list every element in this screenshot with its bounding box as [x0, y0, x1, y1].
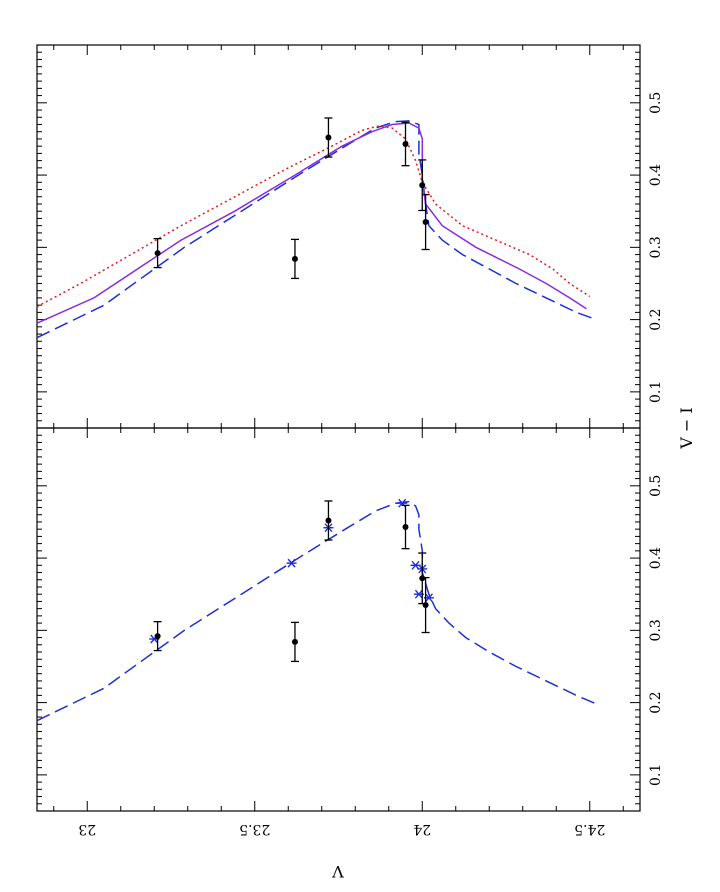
data-point	[421, 193, 430, 251]
point-marker	[154, 250, 161, 257]
v-tick-label: 24	[413, 821, 431, 837]
star-stroke	[424, 593, 433, 603]
vi-tick-label: 0.4	[648, 164, 664, 186]
data-point	[401, 121, 410, 167]
point-marker	[419, 182, 426, 189]
curve-dotted	[36, 125, 591, 308]
point-marker	[419, 575, 426, 582]
data-point	[153, 238, 162, 269]
curve-dashed	[36, 500, 597, 722]
vi-tick-label: 0.2	[648, 308, 664, 330]
vi-tick-label: 0.2	[648, 691, 664, 713]
data-point	[401, 504, 410, 550]
v-tick-label: 23	[78, 821, 96, 837]
curve-solid	[36, 122, 587, 324]
data-point	[418, 159, 427, 212]
point-marker	[325, 517, 332, 524]
point-marker	[422, 219, 429, 226]
star-stroke	[411, 560, 420, 570]
vi-tick-label: 0.3	[648, 236, 664, 258]
data-point	[153, 621, 162, 652]
vi-tick-label: 0.5	[648, 475, 664, 497]
point-marker	[422, 602, 429, 609]
v-tick-label: 23.5	[239, 821, 270, 837]
vi-tick-label: 0.4	[648, 547, 664, 569]
point-marker	[291, 255, 298, 262]
data-point	[324, 117, 333, 158]
data-point	[418, 552, 427, 605]
y-axis-label: V	[332, 862, 345, 881]
star-marker	[286, 558, 297, 568]
vi-tick-label: 0.5	[648, 92, 664, 114]
point-marker	[154, 633, 161, 640]
vi-tick-label: 0.1	[648, 764, 664, 786]
v-tick-label: 24.5	[574, 821, 605, 837]
plot-frame	[36, 44, 641, 429]
data-point	[421, 576, 430, 634]
plot-frame	[36, 427, 641, 812]
data-point	[290, 238, 299, 280]
x-axis-label: V − I	[677, 407, 696, 449]
data-point	[290, 621, 299, 663]
panel-top: 0.1 0.2 0.3 0.4 0.5	[36, 44, 664, 429]
point-marker	[325, 134, 332, 141]
star-stroke	[287, 558, 296, 568]
panel-bottom: 0.1 0.2 0.3 0.4 0.5 23 23.5 24 24.5	[36, 427, 664, 837]
curve-dashed	[36, 120, 597, 339]
data-point	[324, 500, 333, 541]
star-stroke	[398, 498, 407, 508]
point-marker	[402, 141, 409, 148]
point-marker	[402, 524, 409, 531]
vi-tick-label: 0.1	[648, 381, 664, 403]
star-stroke	[414, 589, 423, 599]
vi-tick-label: 0.3	[648, 619, 664, 641]
point-marker	[291, 638, 298, 645]
